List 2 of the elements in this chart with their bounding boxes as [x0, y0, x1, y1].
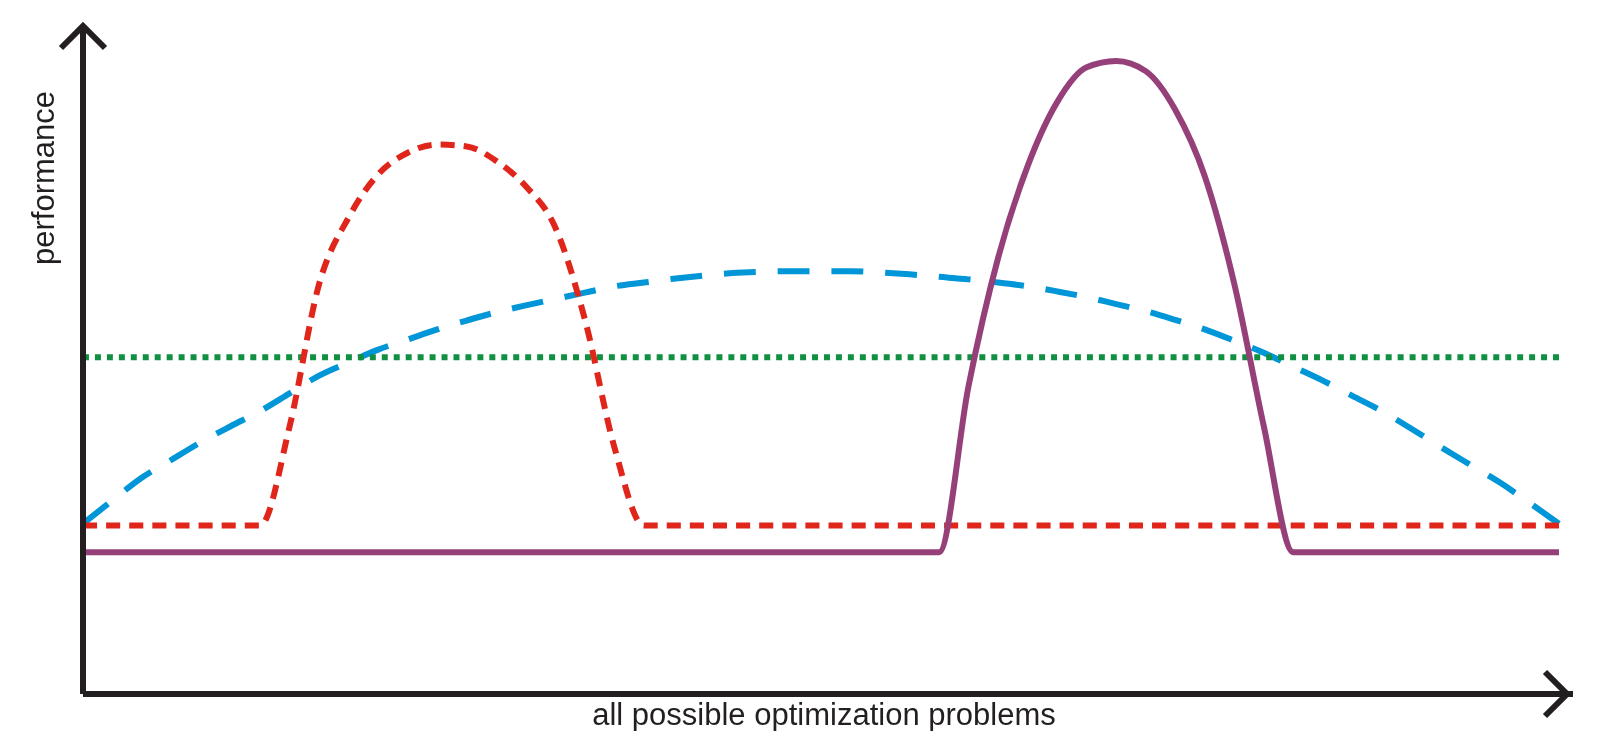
y-axis-title: performance: [26, 90, 61, 266]
x-axis-title: all possible optimization problems: [592, 697, 1056, 732]
